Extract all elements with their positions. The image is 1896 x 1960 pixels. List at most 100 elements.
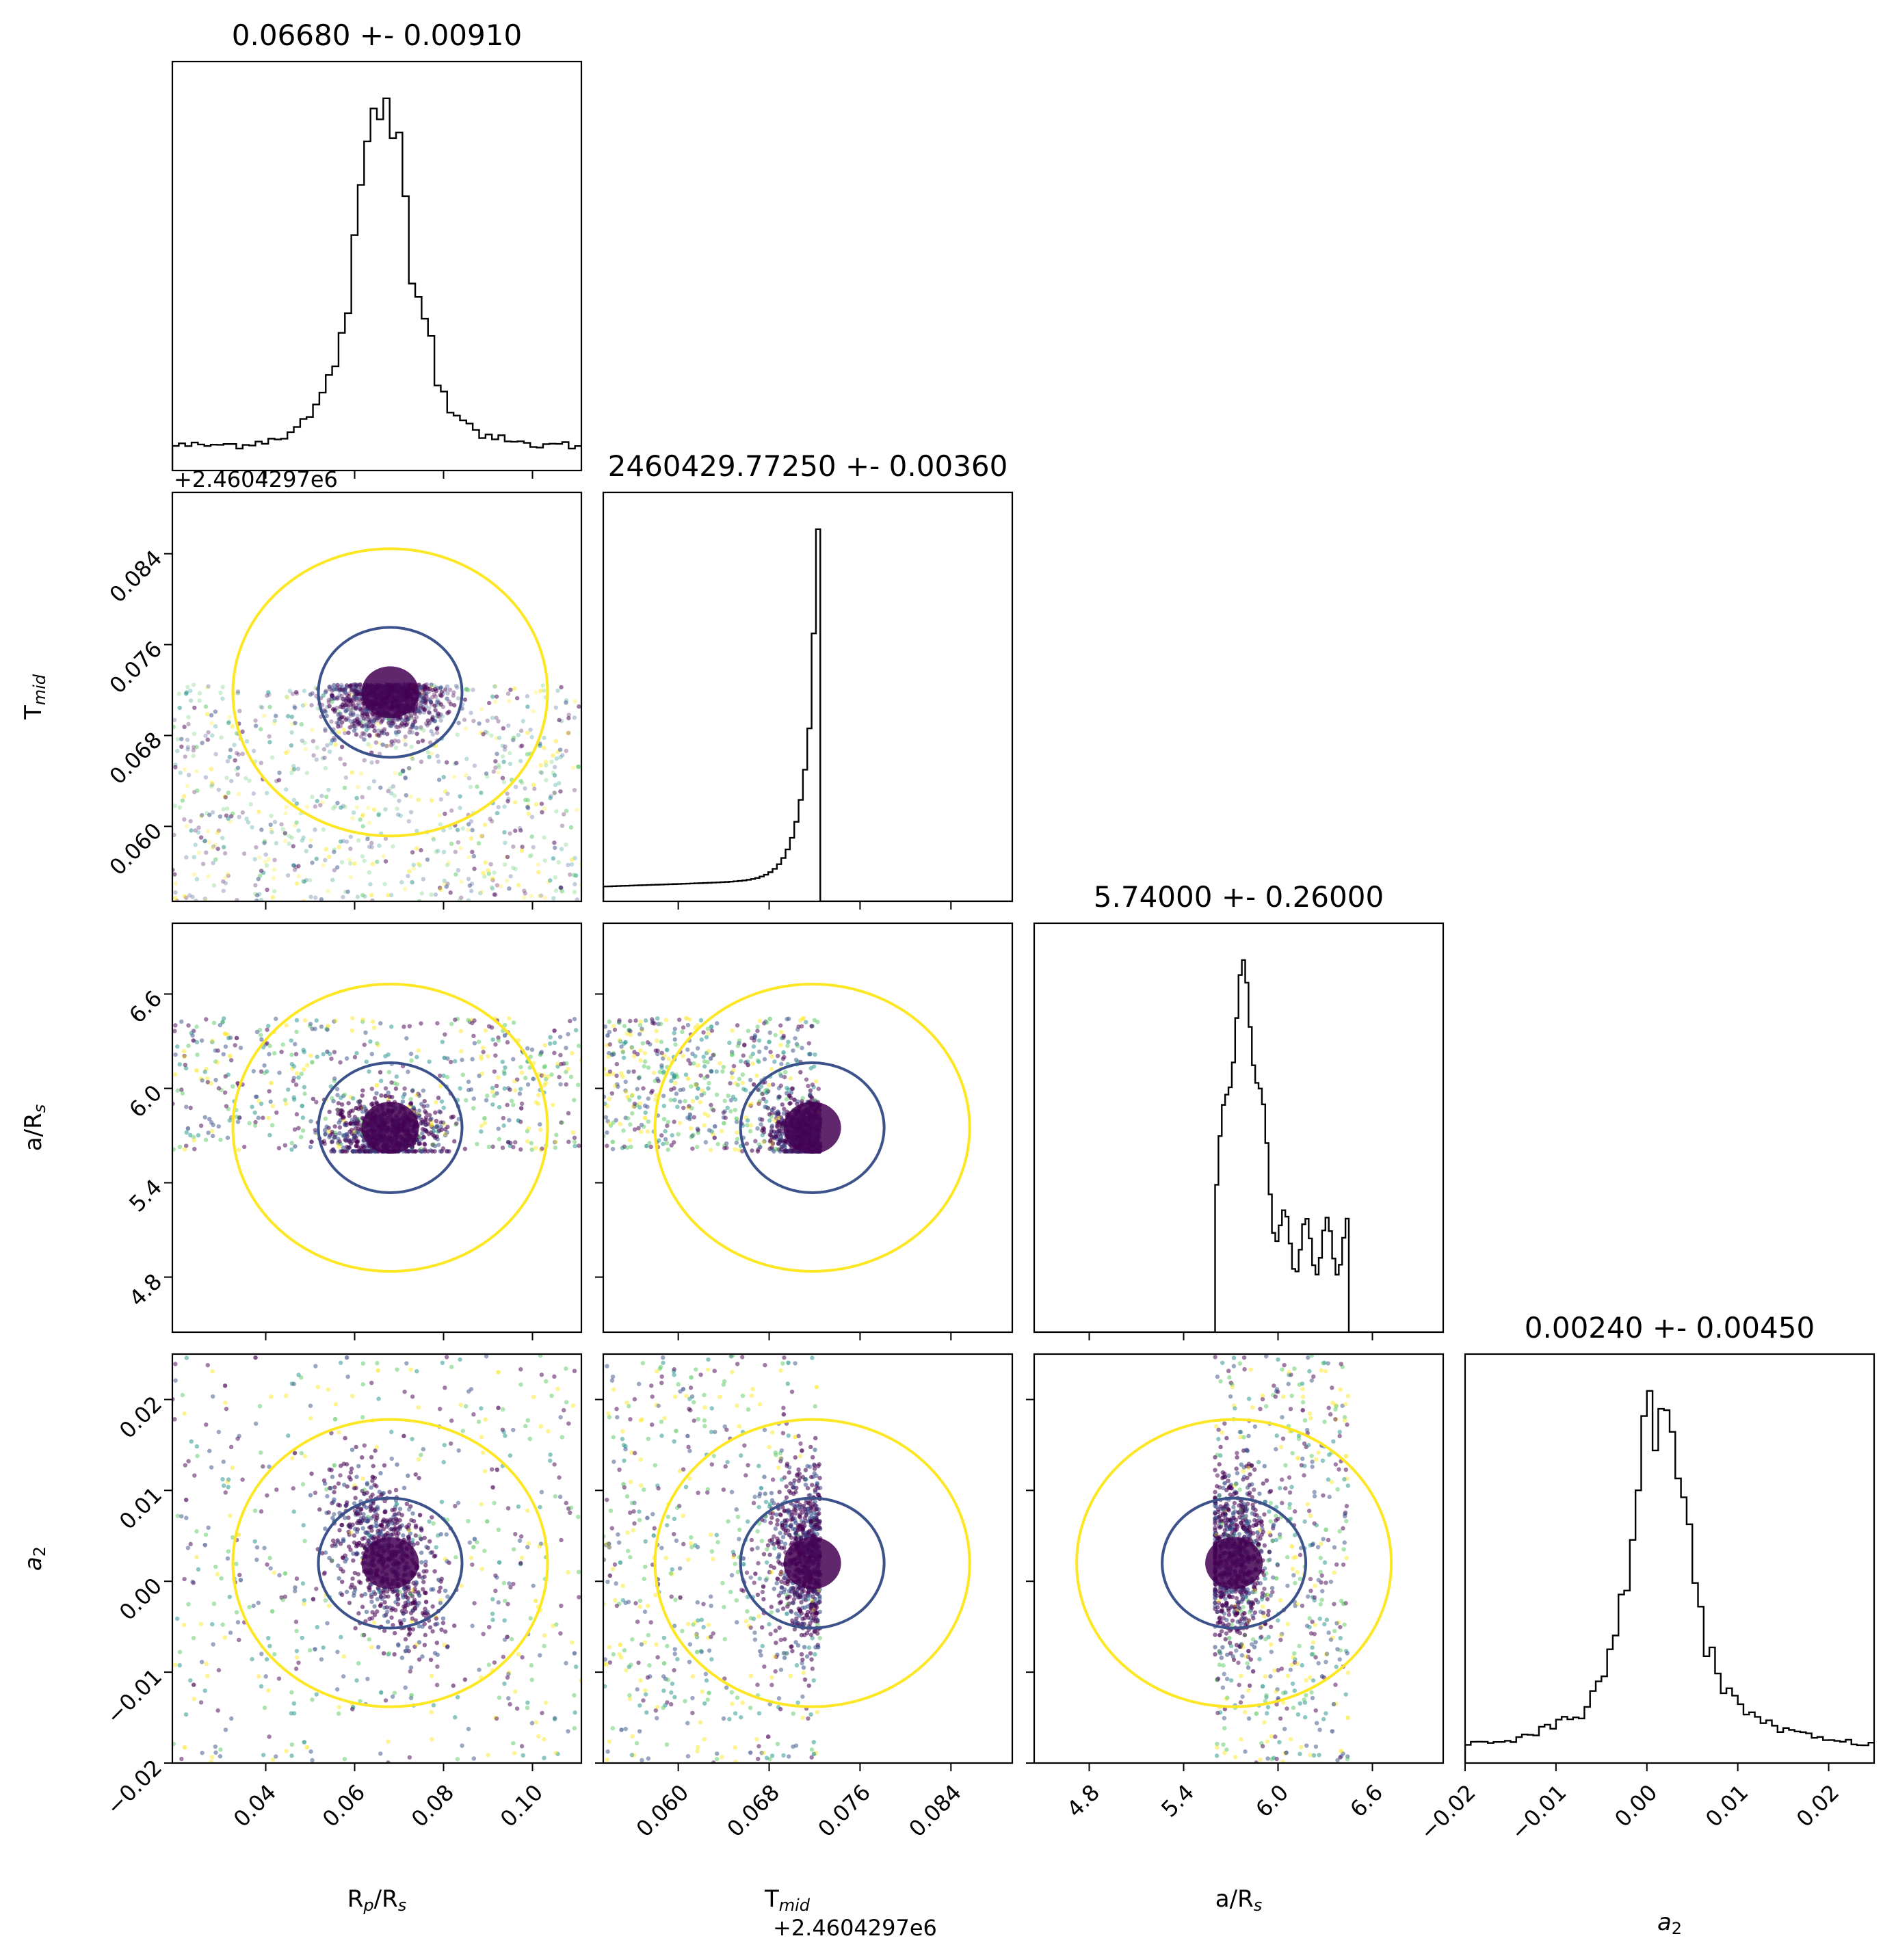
scatter-point bbox=[355, 1118, 360, 1123]
scatter-point bbox=[272, 1051, 277, 1056]
scatter-point bbox=[360, 854, 365, 859]
scatter-point bbox=[492, 892, 497, 897]
scatter-point bbox=[270, 895, 276, 900]
scatter-point bbox=[433, 1135, 438, 1140]
scatter-point bbox=[424, 1129, 429, 1134]
scatter-point bbox=[439, 693, 444, 698]
scatter-point bbox=[419, 848, 423, 853]
scatter-point bbox=[358, 708, 363, 713]
scatter-point bbox=[258, 704, 263, 709]
scatter-point bbox=[332, 804, 338, 809]
scatter-point bbox=[518, 1087, 523, 1091]
scatter-point bbox=[423, 1109, 427, 1114]
scatter-point bbox=[205, 1080, 210, 1085]
scatter-point bbox=[392, 1081, 397, 1086]
scatter-point bbox=[259, 1033, 263, 1037]
scatter-point bbox=[366, 726, 371, 730]
scatter-point bbox=[339, 1108, 344, 1113]
scatter-point bbox=[531, 708, 536, 714]
scatter-point bbox=[252, 1123, 258, 1128]
scatter-point bbox=[559, 1120, 564, 1125]
scatter-point bbox=[422, 698, 427, 704]
scatter-point bbox=[432, 703, 437, 708]
scatter-point bbox=[501, 759, 506, 765]
scatter-point bbox=[415, 705, 421, 711]
scatter-point bbox=[337, 1144, 341, 1150]
scatter-point bbox=[343, 689, 347, 695]
scatter-point bbox=[291, 1095, 296, 1100]
scatter-point bbox=[363, 1030, 368, 1035]
scatter-point bbox=[291, 1076, 296, 1081]
scatter-point bbox=[181, 1048, 187, 1054]
scatter-point bbox=[206, 684, 211, 689]
scatter-point bbox=[572, 1016, 577, 1022]
scatter-point bbox=[395, 717, 399, 722]
scatter-point bbox=[329, 1056, 334, 1061]
scatter-point bbox=[343, 698, 349, 704]
scatter-point bbox=[559, 885, 564, 890]
scatter-point bbox=[376, 733, 381, 738]
scatter-point bbox=[438, 1083, 443, 1089]
scatter-point bbox=[439, 689, 445, 695]
scatter-point bbox=[420, 698, 425, 703]
scatter-point bbox=[490, 694, 495, 699]
scatter-point bbox=[343, 1138, 349, 1143]
scatter-point bbox=[354, 1105, 359, 1111]
scatter-point bbox=[338, 1111, 343, 1116]
scatter-point bbox=[370, 1019, 376, 1024]
scatter-point bbox=[358, 1149, 363, 1154]
scatter-point bbox=[341, 704, 346, 708]
scatter-point bbox=[350, 770, 354, 775]
panel-content bbox=[603, 528, 1012, 901]
scatter-point bbox=[183, 1065, 189, 1071]
scatter-point bbox=[352, 682, 356, 687]
scatter-point bbox=[513, 800, 518, 805]
scatter-point bbox=[414, 828, 419, 834]
scatter-point bbox=[436, 1109, 442, 1114]
scatter-point bbox=[228, 1035, 233, 1040]
scatter-point bbox=[559, 889, 564, 894]
scatter-point bbox=[266, 690, 271, 695]
scatter-point bbox=[205, 712, 210, 717]
scatter-point bbox=[206, 730, 211, 734]
scatter-point bbox=[179, 737, 184, 741]
scatter-point bbox=[194, 1039, 200, 1045]
scatter-point bbox=[345, 889, 350, 895]
scatter-point bbox=[308, 692, 313, 697]
scatter-point bbox=[423, 1115, 429, 1120]
scatter-point bbox=[525, 730, 530, 735]
scatter-point bbox=[438, 685, 443, 690]
scatter-point bbox=[420, 699, 425, 704]
scatter-point bbox=[234, 767, 239, 772]
scatter-point bbox=[344, 1149, 350, 1154]
scatter-point bbox=[231, 1084, 235, 1089]
scatter-point bbox=[233, 1043, 237, 1048]
scatter-point bbox=[512, 686, 517, 691]
scatter-point bbox=[471, 718, 476, 724]
scatter-point bbox=[339, 1149, 345, 1154]
scatter-point bbox=[194, 1024, 199, 1029]
scatter-point bbox=[437, 1073, 443, 1078]
scatter-point bbox=[500, 1145, 505, 1150]
scatter-point bbox=[250, 1104, 254, 1109]
scatter-point bbox=[332, 1078, 337, 1083]
scatter-point bbox=[374, 732, 380, 737]
scatter-point bbox=[237, 1115, 242, 1120]
scatter-point bbox=[410, 879, 414, 885]
scatter-point bbox=[469, 1087, 474, 1092]
scatter-point bbox=[402, 1091, 407, 1097]
scatter-point bbox=[443, 789, 448, 794]
scatter-point bbox=[506, 1140, 511, 1145]
scatter-point bbox=[225, 871, 231, 876]
scatter-point bbox=[180, 1091, 185, 1096]
scatter-point bbox=[351, 810, 356, 815]
scatter-point bbox=[360, 892, 365, 898]
scatter-point bbox=[467, 883, 473, 888]
scatter-point bbox=[577, 704, 581, 709]
scatter-point bbox=[408, 1097, 413, 1102]
scatter-point bbox=[559, 885, 564, 890]
scatter-point bbox=[333, 742, 339, 747]
scatter-point bbox=[213, 857, 218, 862]
scatter-point bbox=[404, 715, 409, 719]
scatter-point bbox=[494, 694, 499, 699]
